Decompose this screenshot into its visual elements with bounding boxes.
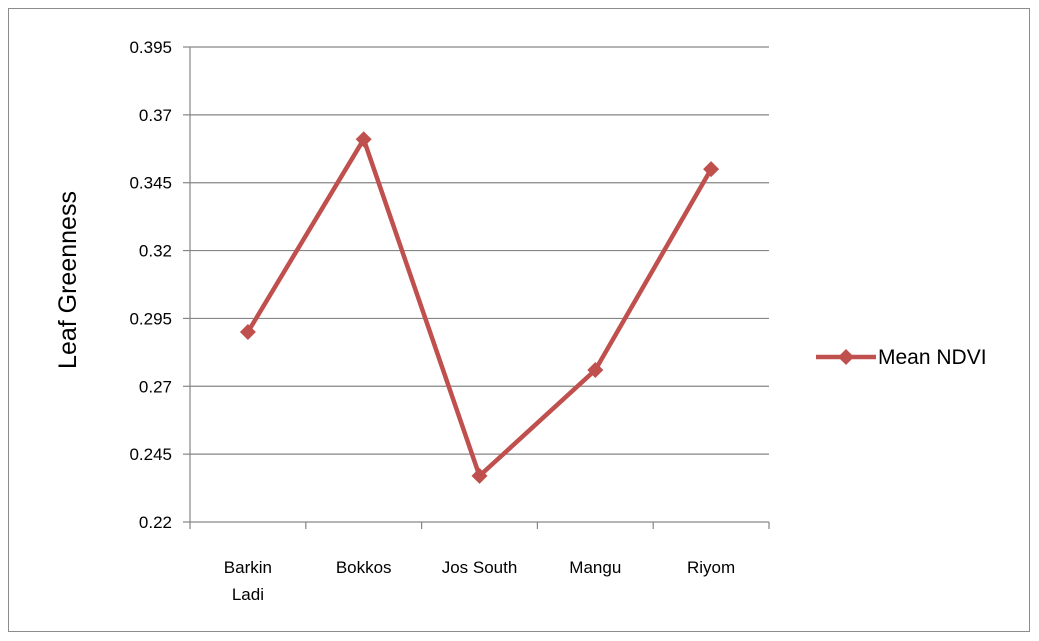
legend-marker xyxy=(838,349,854,365)
y-tick-label: 0.295 xyxy=(129,309,172,328)
x-tick-label: Mangu xyxy=(569,558,621,577)
y-tick-label: 0.245 xyxy=(129,445,172,464)
gridlines xyxy=(190,46,769,455)
y-tick-label: 0.32 xyxy=(139,242,172,261)
data-point-marker xyxy=(471,467,488,484)
data-point-marker xyxy=(355,131,372,148)
y-tick-label: 0.345 xyxy=(129,174,172,193)
data-point-marker xyxy=(239,324,256,340)
x-tick-label: Jos South xyxy=(442,558,518,577)
y-tick-labels: 0.22 0.245 0.27 0.295 0.32 0.345 0.37 0.395 xyxy=(129,38,172,532)
x-tick-label: Barkin Ladi xyxy=(224,558,272,604)
chart-frame xyxy=(8,8,1030,632)
y-tick-label: 0.22 xyxy=(139,513,172,532)
series-layer xyxy=(239,131,720,484)
x-tick-labels: Barkin Ladi Bokkos Jos South Mangu Riyom xyxy=(224,558,735,604)
y-tick-label: 0.37 xyxy=(139,106,172,125)
y-tick-label: 0.395 xyxy=(129,38,172,57)
x-tick-label: Bokkos xyxy=(336,558,392,577)
legend-label: Mean NDVI xyxy=(878,346,987,369)
y-axis-title: Leaf Greenness xyxy=(54,191,82,369)
x-tick-label: Riyom xyxy=(687,558,735,577)
y-tick-label: 0.27 xyxy=(139,377,172,396)
data-point-marker xyxy=(703,161,720,178)
axes xyxy=(183,46,770,529)
series-line xyxy=(245,137,714,479)
legend: Mean NDVI xyxy=(816,346,987,369)
data-point-marker xyxy=(587,362,604,378)
